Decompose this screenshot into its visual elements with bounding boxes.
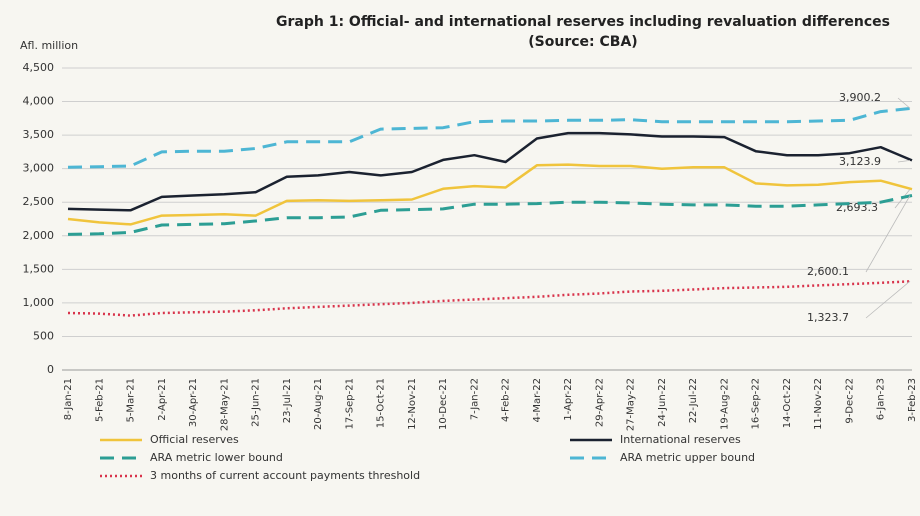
x-tick-label: 30-Apr-21: [188, 378, 199, 427]
x-tick-label: 3-Feb-23: [907, 378, 918, 422]
data-label: 3,900.2: [839, 91, 881, 104]
series-line: [67, 163, 913, 226]
x-tick-label: 28-May-21: [219, 378, 230, 431]
x-tick-label: 19-Aug-22: [719, 378, 730, 430]
series-line: [67, 106, 913, 169]
legend-label: International reserves: [620, 433, 741, 446]
y-axis-label: Afl. million: [20, 39, 78, 52]
y-tick-label: 0: [47, 363, 54, 376]
x-tick-label: 9-Dec-22: [844, 378, 855, 424]
data-label: 1,323.7: [807, 311, 849, 324]
y-tick-label: 2,500: [23, 195, 55, 208]
x-tick-label: 4-Mar-22: [532, 378, 543, 423]
x-tick-label: 4-Feb-22: [501, 378, 512, 422]
x-tick-label: 16-Sep-22: [751, 378, 762, 430]
y-tick-label: 4,000: [23, 95, 55, 108]
leader-line: [897, 159, 911, 163]
legend-label: Official reserves: [150, 433, 239, 446]
x-tick-label: 1-Apr-22: [563, 378, 574, 421]
x-tick-label: 17-Sep-21: [344, 378, 355, 430]
x-tick-label: 6-Jan-23: [876, 378, 887, 420]
x-tick-label: 7-Jan-22: [469, 378, 480, 420]
x-tick-label: 20-Aug-21: [313, 378, 324, 430]
series-line: [67, 194, 913, 236]
x-tick-label: 12-Nov-21: [407, 378, 418, 430]
y-tick-label: 3,000: [23, 162, 55, 175]
legend-label: 3 months of current account payments thr…: [150, 469, 420, 482]
y-tick-label: 2,000: [23, 229, 55, 242]
y-tick-label: 4,500: [23, 61, 55, 74]
chart-subtitle: (Source: CBA): [528, 34, 637, 50]
x-tick-label: 23-Jul-21: [282, 378, 293, 423]
y-tick-label: 1,000: [23, 296, 55, 309]
series-line: [67, 279, 913, 317]
x-tick-label: 15-Oct-21: [376, 378, 387, 428]
x-tick-label: 24-Jun-22: [657, 378, 668, 427]
leader-line: [897, 97, 911, 109]
legend-label: ARA metric upper bound: [620, 451, 755, 464]
x-tick-label: 25-Jun-21: [251, 378, 262, 427]
x-tick-label: 10-Dec-21: [438, 378, 449, 430]
y-tick-label: 3,500: [23, 128, 55, 141]
leader-line: [865, 195, 911, 273]
x-tick-label: 14-Oct-22: [782, 378, 793, 428]
legend-label: ARA metric lower bound: [150, 451, 283, 464]
x-tick-label: 22-Jul-22: [688, 378, 699, 423]
x-tick-label: 8-Jan-21: [63, 378, 74, 420]
x-tick-label: 11-Nov-22: [813, 378, 824, 430]
leader-line: [865, 280, 911, 319]
data-label: 3,123.9: [839, 155, 881, 168]
y-tick-label: 500: [33, 329, 54, 342]
series-line: [67, 131, 913, 212]
x-tick-label: 2-Apr-21: [157, 378, 168, 421]
chart-title: Graph 1: Official- and international res…: [276, 14, 890, 30]
y-tick-label: 1,500: [23, 262, 55, 275]
x-tick-label: 5-Mar-21: [126, 378, 137, 423]
x-tick-label: 5-Feb-21: [94, 378, 105, 422]
x-tick-label: 27-May-22: [626, 378, 637, 431]
data-label: 2,600.1: [807, 265, 849, 278]
x-tick-label: 29-Apr-22: [594, 378, 605, 427]
